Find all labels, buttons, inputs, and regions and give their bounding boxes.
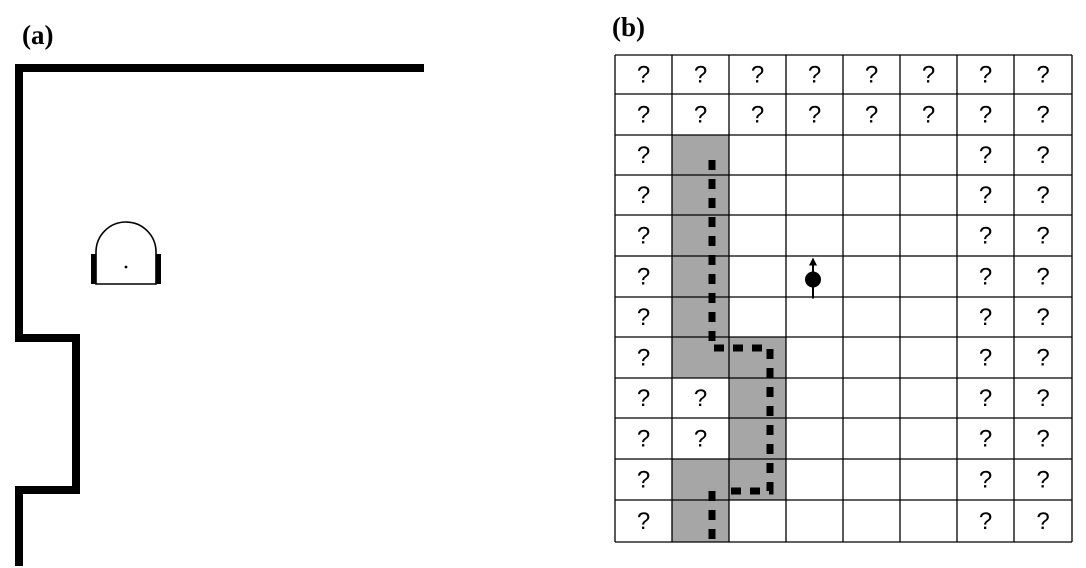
occupied-cell	[672, 256, 729, 297]
unknown-cell-marker: ?	[694, 102, 707, 129]
unknown-cell-marker: ?	[637, 304, 650, 331]
occupied-cell	[729, 418, 786, 459]
unknown-cell-marker: ?	[979, 304, 992, 331]
unknown-cell-marker: ?	[979, 102, 992, 129]
unknown-cell-marker: ?	[1036, 467, 1049, 494]
occupied-cell	[672, 135, 729, 175]
unknown-cell-marker: ?	[1036, 385, 1049, 412]
unknown-cell-marker: ?	[922, 62, 935, 89]
occupied-cell	[672, 500, 729, 542]
unknown-cell-marker: ?	[637, 467, 650, 494]
unknown-cell-marker: ?	[637, 102, 650, 129]
unknown-cell-marker: ?	[1036, 182, 1049, 209]
unknown-cell-marker: ?	[1036, 102, 1049, 129]
unknown-cell-marker: ?	[751, 62, 764, 89]
unknown-cell-marker: ?	[808, 102, 821, 129]
unknown-cell-marker: ?	[1036, 264, 1049, 291]
unknown-cell-marker: ?	[637, 142, 650, 169]
panel-a-environment	[15, 64, 424, 566]
unknown-cell-marker: ?	[979, 385, 992, 412]
occupied-cell	[729, 337, 786, 378]
occupied-cell	[672, 215, 729, 256]
panel-a-label: (a)	[22, 20, 54, 50]
unknown-cell-marker: ?	[637, 385, 650, 412]
unknown-cell-marker: ?	[1036, 345, 1049, 372]
occupied-cell	[672, 175, 729, 215]
robot-icon	[91, 221, 161, 285]
unknown-cell-marker: ?	[979, 426, 992, 453]
occupied-cell	[672, 297, 729, 337]
unknown-cell-marker: ?	[979, 223, 992, 250]
wall-outline	[15, 64, 424, 566]
unknown-cell-marker: ?	[1036, 304, 1049, 331]
unknown-cell-marker: ?	[637, 426, 650, 453]
unknown-cell-marker: ?	[979, 508, 992, 535]
panel-b-label: (b)	[612, 12, 645, 42]
unknown-cell-marker: ?	[1036, 426, 1049, 453]
unknown-cell-marker: ?	[865, 102, 878, 129]
unknown-cell-marker: ?	[1036, 62, 1049, 89]
unknown-cell-marker: ?	[694, 385, 707, 412]
unknown-cell-marker: ?	[637, 223, 650, 250]
unknown-cell-marker: ?	[979, 264, 992, 291]
occupied-cell	[672, 337, 729, 378]
unknown-cell-marker: ?	[751, 102, 764, 129]
unknown-cell-marker: ?	[979, 182, 992, 209]
unknown-cell-marker: ?	[979, 467, 992, 494]
unknown-cell-marker: ?	[865, 62, 878, 89]
robot-marker-icon	[805, 257, 821, 299]
unknown-cell-marker: ?	[979, 345, 992, 372]
occupied-cell	[729, 378, 786, 418]
unknown-cell-marker: ?	[694, 426, 707, 453]
unknown-cell-marker: ?	[694, 62, 707, 89]
unknown-cell-marker: ?	[1036, 223, 1049, 250]
unknown-cell-marker: ?	[979, 62, 992, 89]
unknown-cell-marker: ?	[1036, 142, 1049, 169]
wall-trace-dashed	[708, 160, 774, 495]
unknown-cell-marker: ?	[637, 508, 650, 535]
unknown-cell-marker: ?	[1036, 508, 1049, 535]
occupied-cell	[672, 459, 729, 500]
unknown-cell-marker: ?	[637, 182, 650, 209]
unknown-cell-marker: ?	[637, 345, 650, 372]
unknown-cell-marker: ?	[922, 102, 935, 129]
unknown-cell-marker: ?	[808, 62, 821, 89]
unknown-cell-marker: ?	[637, 62, 650, 89]
unknown-cell-marker: ?	[979, 142, 992, 169]
unknown-cell-marker: ?	[637, 264, 650, 291]
occupancy-grid: ????????????????????????????????????????…	[614, 54, 1073, 543]
